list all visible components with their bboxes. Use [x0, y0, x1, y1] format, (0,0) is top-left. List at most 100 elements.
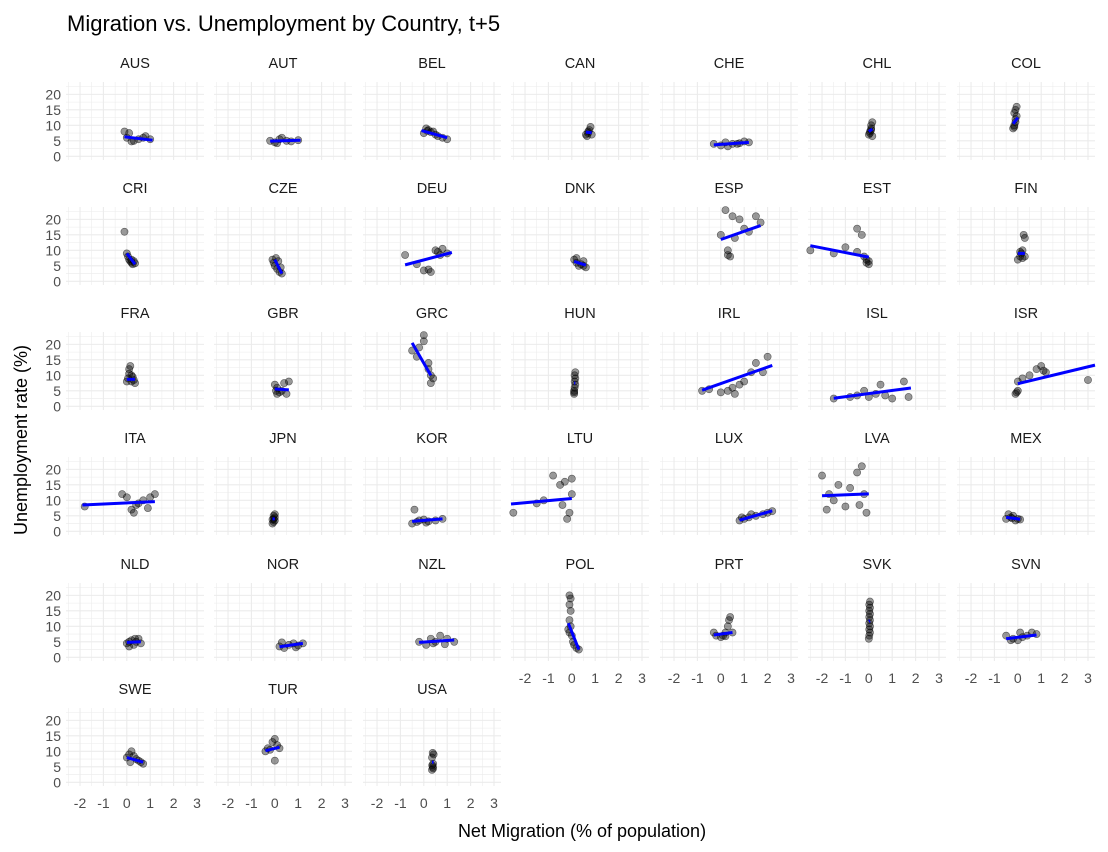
y-tick-label: 5	[53, 759, 61, 775]
data-point-hun-3	[571, 380, 580, 389]
y-tick-label: 0	[53, 273, 61, 289]
x-axis-title: Net Migration (% of population)	[458, 821, 706, 841]
y-tick-label: 5	[53, 383, 61, 399]
data-point-svk-12	[866, 597, 874, 606]
y-tick-label: 15	[45, 603, 61, 619]
panel-grid-jpn	[214, 457, 352, 535]
data-point-svk-4	[866, 622, 874, 631]
data-point-ltu-4	[556, 480, 565, 489]
data-point-ltu-10	[558, 501, 567, 509]
data-point-irl-10	[730, 390, 739, 398]
data-point-pol-0	[565, 591, 574, 600]
trend-line-nor	[279, 641, 304, 649]
trend-line-lva	[821, 492, 869, 498]
trend-line-svn	[1005, 633, 1037, 641]
data-point-ita-8	[150, 490, 159, 499]
x-tick-label: 3	[490, 795, 498, 811]
data-point-svk-2	[866, 628, 874, 637]
y-tick-label: 10	[45, 242, 61, 258]
panel-grid-gbr	[214, 332, 352, 410]
x-tick-label: 2	[170, 795, 178, 811]
panel-isr: ISR	[957, 306, 1096, 410]
data-point-tur-3	[270, 735, 279, 743]
trend-line-isr	[1017, 363, 1096, 386]
panel-label-irl: IRL	[718, 306, 741, 322]
panel-grid-usa	[363, 708, 501, 786]
data-point-isl-5	[876, 380, 885, 389]
trend-line-can	[585, 130, 592, 135]
y-tick-label: 0	[53, 398, 61, 414]
data-point-grc-4	[419, 337, 428, 346]
trend-line-lux	[739, 509, 773, 522]
panel-label-nzl: NZL	[418, 557, 445, 573]
panel-grid-hun	[511, 332, 649, 410]
data-point-prt-4	[723, 622, 732, 631]
x-tick-label: -1	[839, 670, 852, 686]
data-point-isl-8	[904, 393, 913, 401]
data-point-lva-4	[841, 502, 850, 511]
panel-label-grc: GRC	[416, 306, 448, 322]
panel-usa: USA -2 -1 0 1 2 3	[363, 682, 501, 811]
data-point-usa-6	[429, 764, 438, 773]
panel-grid-swe	[66, 708, 204, 786]
data-point-ltu-5	[560, 477, 569, 486]
data-point-gbr-8	[273, 390, 282, 398]
y-tick-label: 10	[45, 743, 61, 759]
data-point-irl-6	[740, 377, 749, 386]
trend-line-est	[810, 244, 870, 259]
trend-line-cri	[125, 252, 137, 266]
data-point-ltu-3	[549, 471, 558, 480]
data-point-irl-3	[723, 386, 732, 395]
x-tick-label: 1	[888, 670, 896, 686]
panel-svn: SVN -2 -1 0 1 2 3	[957, 557, 1095, 686]
panel-grc: GRC	[363, 306, 501, 410]
trend-line-grc	[410, 342, 433, 377]
x-tick-label: 0	[717, 670, 725, 686]
panel-label-cri: CRI	[123, 181, 148, 197]
panel-label-che: CHE	[714, 56, 745, 72]
data-point-irl-5	[735, 380, 744, 389]
data-point-irl-9	[763, 352, 772, 361]
trend-line-col	[1011, 116, 1020, 125]
x-tick-label: 2	[912, 670, 920, 686]
panel-label-ltu: LTU	[567, 431, 593, 447]
data-point-isr-6	[1037, 362, 1046, 370]
trend-line-prt	[713, 631, 733, 637]
data-point-esp-4	[728, 212, 737, 221]
chart-title: Migration vs. Unemployment by Country, t…	[67, 11, 500, 36]
panel-lva: LVA	[808, 431, 946, 535]
y-tick-label: 5	[53, 634, 61, 650]
x-tick-label: -1	[691, 670, 704, 686]
panel-label-aut: AUT	[269, 56, 298, 72]
panel-ltu: LTU	[509, 431, 649, 535]
panel-grid-che	[660, 82, 798, 160]
y-tick-label: 5	[53, 258, 61, 274]
data-point-est-10	[864, 257, 873, 266]
data-point-svk-3	[865, 625, 874, 634]
panel-grid-isl	[808, 332, 946, 410]
panel-label-nor: NOR	[267, 557, 299, 573]
data-point-lva-10	[855, 501, 864, 509]
panel-can: CAN	[511, 56, 649, 160]
panel-grid-cri	[66, 207, 204, 285]
data-point-fra-3	[126, 362, 135, 370]
data-point-gbr-5	[282, 390, 291, 398]
x-tick-label: 1	[294, 795, 302, 811]
data-point-est-4	[857, 230, 866, 239]
panel-label-gbr: GBR	[267, 306, 298, 322]
trend-line-aut	[270, 138, 301, 143]
data-point-esp-8	[751, 212, 760, 221]
panel-label-mex: MEX	[1010, 431, 1042, 447]
data-point-hun-8	[570, 388, 579, 397]
data-point-prt-6	[726, 613, 735, 621]
data-point-tur-6	[270, 756, 279, 765]
y-tick-label: 10	[45, 492, 61, 508]
x-tick-label: -2	[74, 795, 87, 811]
trend-line-aus	[124, 135, 153, 142]
panel-label-deu: DEU	[417, 181, 448, 197]
panel-grid-prt	[660, 583, 798, 661]
x-tick-label: 2	[467, 795, 475, 811]
panel-gbr: GBR	[214, 306, 352, 410]
